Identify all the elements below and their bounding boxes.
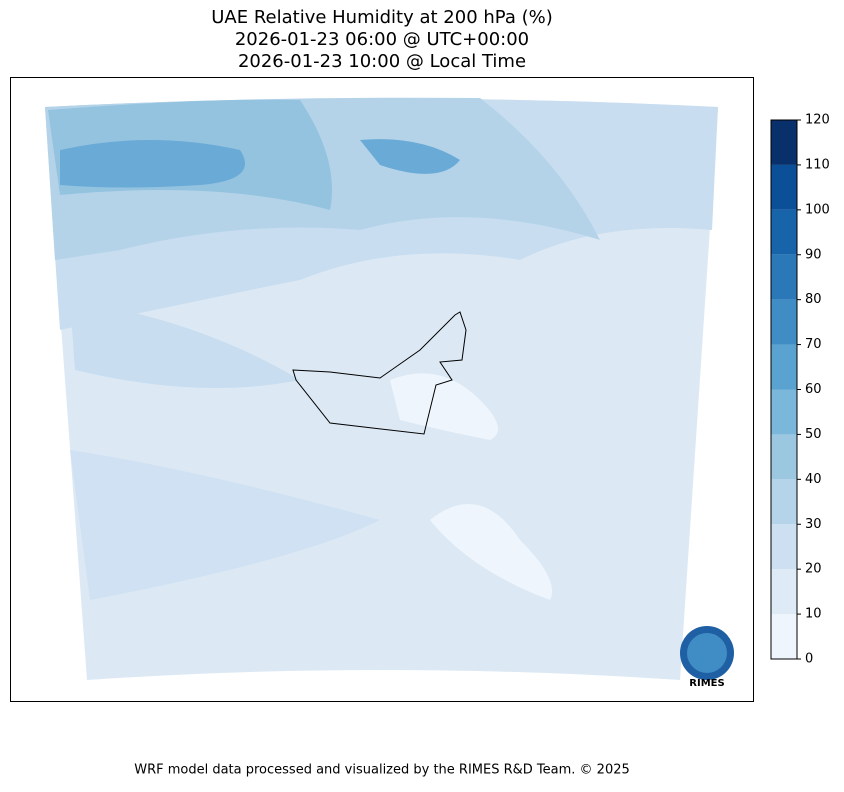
colorbar-band	[771, 164, 797, 210]
colorbar-band	[771, 524, 797, 570]
colorbar-tick-label: 120	[805, 113, 830, 128]
colorbar-band	[771, 479, 797, 525]
title-line: 2026-01-23 06:00 @ UTC+00:00	[235, 29, 529, 50]
colorbar: 0 10 20 30 40 50 60 70 80 90 100 110 120	[770, 113, 830, 667]
colorbar-tick-label: 110	[805, 157, 830, 172]
colorbar-tick-label: 80	[805, 292, 822, 307]
logo-text: RIMES	[689, 678, 724, 689]
colorbar-band	[771, 299, 797, 345]
colorbar-band	[771, 389, 797, 435]
colorbar-tick-label: 60	[805, 382, 822, 397]
colorbar-tick-label: 70	[805, 337, 822, 352]
colorbar-tick-label: 90	[805, 247, 822, 262]
map	[45, 97, 718, 680]
colorbar-band	[771, 569, 797, 615]
colorbar-tick-label: 40	[805, 472, 822, 487]
title-line: UAE Relative Humidity at 200 hPa (%)	[211, 7, 552, 28]
colorbar-band	[771, 254, 797, 300]
colorbar-band	[771, 434, 797, 480]
logo: RIMES	[680, 626, 734, 689]
colorbar-tick-label: 30	[805, 517, 822, 532]
colorbar-tick-label: 100	[805, 202, 830, 217]
colorbar-band	[771, 344, 797, 390]
colorbar-tick-label: 0	[805, 652, 813, 667]
colorbar-band	[771, 209, 797, 255]
colorbar-band	[771, 614, 797, 659]
colorbar-tick-label: 50	[805, 427, 822, 442]
colorbar-tick-label: 10	[805, 607, 822, 622]
colorbar-tick-label: 20	[805, 562, 822, 577]
map-frame	[10, 77, 754, 702]
colorbar-band	[771, 120, 797, 165]
footer: WRF model data processed and visualized …	[134, 763, 630, 778]
title-line: 2026-01-23 10:00 @ Local Time	[238, 51, 526, 72]
